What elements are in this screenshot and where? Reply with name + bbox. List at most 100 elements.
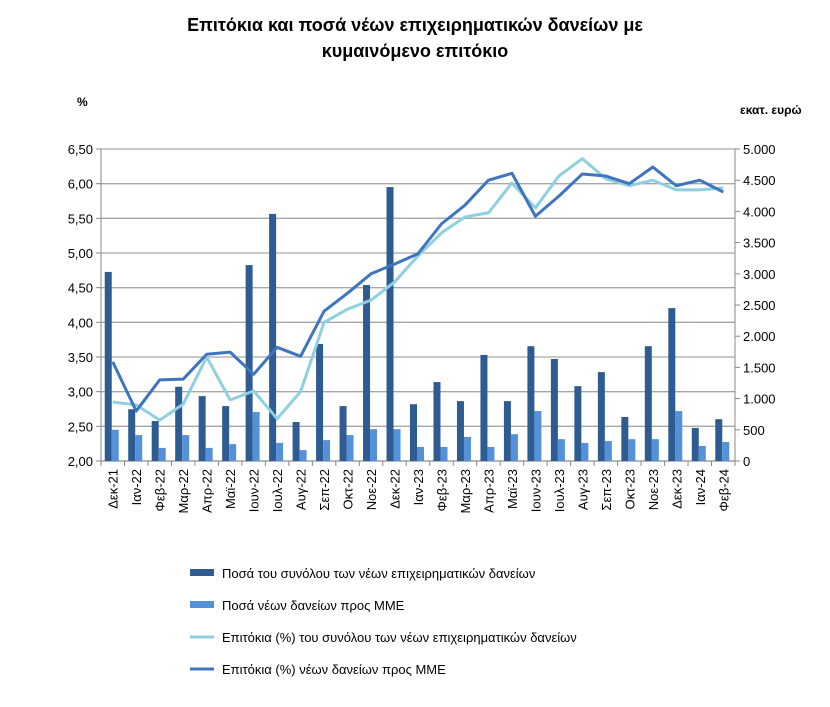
x-tick-label: Ιουλ-22 <box>270 469 285 512</box>
bar-total-amount <box>386 187 394 461</box>
x-tick-label: Σεπ-22 <box>317 469 332 511</box>
bar-sme-amount <box>722 441 730 461</box>
bar-sme-amount <box>205 447 213 461</box>
bar-sme-amount <box>675 411 683 461</box>
x-tick-label: Φεβ-22 <box>153 469 168 511</box>
legend-label: Ποσά νέων δανείων προς ΜΜΕ <box>222 598 405 613</box>
bar-sme-amount <box>581 442 589 461</box>
title-line-1: Επιτόκια και ποσά νέων επιχειρηματικών δ… <box>187 15 643 35</box>
right-tick-label: 1.000 <box>743 392 776 407</box>
x-tick-label: Ιουλ-23 <box>552 469 567 512</box>
bar-sme-amount <box>393 429 401 461</box>
left-tick-label: 3,50 <box>68 350 93 365</box>
chart-title: Επιτόκια και ποσά νέων επιχειρηματικών δ… <box>0 12 830 64</box>
bar-sme-amount <box>158 447 166 461</box>
bar-sme-amount <box>651 439 659 461</box>
bar-sme-amount <box>346 435 354 461</box>
bar-total-amount <box>621 417 629 461</box>
bar-total-amount <box>104 271 112 461</box>
legend-swatch <box>190 569 214 576</box>
bar-sme-amount <box>417 446 424 461</box>
bar-total-amount <box>292 422 300 461</box>
bar-total-amount <box>527 346 535 461</box>
bar-total-amount <box>715 419 723 461</box>
x-tick-label: Μαϊ-23 <box>505 469 520 509</box>
left-tick-label: 6,50 <box>68 142 93 157</box>
left-tick-label: 6,00 <box>68 177 93 192</box>
legend-label: Επιτόκια (%) νέων δανείων προς ΜΜΕ <box>222 662 446 677</box>
bar-total-amount <box>503 401 511 461</box>
legend-label: Ποσά του συνόλου των νέων επιχειρηματικώ… <box>222 566 535 581</box>
x-tick-label: Δεκ-22 <box>388 469 403 509</box>
bar-sme-amount <box>252 412 260 461</box>
bar-total-amount <box>175 386 183 461</box>
right-tick-label: 1.500 <box>743 360 776 375</box>
bar-total-amount <box>316 344 324 461</box>
bar-sme-amount <box>276 442 284 461</box>
bar-total-amount <box>269 213 277 461</box>
x-tick-label: Απρ-23 <box>481 469 496 513</box>
x-tick-label: Σεπ-23 <box>599 469 614 511</box>
bar-sme-amount <box>604 441 612 461</box>
right-tick-label: 0 <box>743 454 750 469</box>
right-tick-label: 500 <box>743 423 765 438</box>
bar-sme-amount <box>182 435 190 461</box>
bar-sme-amount <box>628 439 636 461</box>
right-tick-label: 5.000 <box>743 142 776 157</box>
line-sme-rate <box>111 165 724 413</box>
bar-total-amount <box>574 386 582 461</box>
bar-total-amount <box>433 382 441 461</box>
right-tick-label: 3.000 <box>743 267 776 282</box>
x-tick-label: Ιαν-22 <box>129 469 144 505</box>
bar-total-amount <box>128 409 136 461</box>
bar-sme-amount <box>370 429 378 461</box>
bar-sme-amount <box>698 446 706 461</box>
x-tick-label: Μαρ-23 <box>458 469 473 514</box>
x-tick-label: Αυγ-22 <box>294 469 309 510</box>
legend-swatch <box>190 601 214 608</box>
bar-sme-amount <box>534 411 542 461</box>
x-tick-label: Μαρ-22 <box>176 469 191 514</box>
bar-total-amount <box>691 427 699 461</box>
right-tick-label: 2.000 <box>743 329 776 344</box>
bar-sme-amount <box>557 439 565 461</box>
bar-total-amount <box>339 406 347 461</box>
bar-total-amount <box>597 372 605 461</box>
bar-sme-amount <box>323 440 331 461</box>
x-tick-label: Φεβ-23 <box>434 469 449 511</box>
x-tick-label: Νοε-23 <box>646 469 661 510</box>
bar-total-amount <box>363 285 371 461</box>
x-tick-label: Ιαν-23 <box>411 469 426 505</box>
bar-sme-amount <box>111 429 119 461</box>
right-tick-label: 4.500 <box>743 173 776 188</box>
bar-total-amount <box>644 346 652 461</box>
right-tick-label: 2.500 <box>743 298 776 313</box>
x-tick-label: Οκτ-22 <box>341 469 356 510</box>
left-tick-label: 4,50 <box>68 281 93 296</box>
bar-total-amount <box>550 358 558 461</box>
x-tick-label: Ιαν-24 <box>693 469 708 505</box>
legend-label: Επιτόκια (%) του συνόλου των νέων επιχει… <box>222 630 577 645</box>
left-tick-label: 2,00 <box>68 454 93 469</box>
right-tick-label: 3.500 <box>743 236 776 251</box>
left-tick-label: 4,00 <box>68 315 93 330</box>
left-tick-label: 5,50 <box>68 211 93 226</box>
left-tick-label: 2,50 <box>68 419 93 434</box>
x-tick-label: Φεβ-24 <box>716 469 731 511</box>
bar-sme-amount <box>440 446 448 461</box>
bar-total-amount <box>245 265 253 461</box>
line-total-rate <box>112 157 724 422</box>
bar-sme-amount <box>299 450 307 461</box>
left-axis-unit: % <box>77 95 88 109</box>
x-tick-label: Δεκ-23 <box>669 469 684 509</box>
right-tick-label: 4.000 <box>743 204 776 219</box>
bar-sme-amount <box>229 444 237 461</box>
x-tick-label: Αυγ-23 <box>575 469 590 510</box>
bar-total-amount <box>222 406 230 461</box>
x-tick-label: Δεκ-21 <box>106 469 121 509</box>
title-line-2: κυμαινόμενο επιτόκιο <box>321 41 509 61</box>
left-tick-label: 3,00 <box>68 385 93 400</box>
x-tick-label: Απρ-22 <box>200 469 215 513</box>
